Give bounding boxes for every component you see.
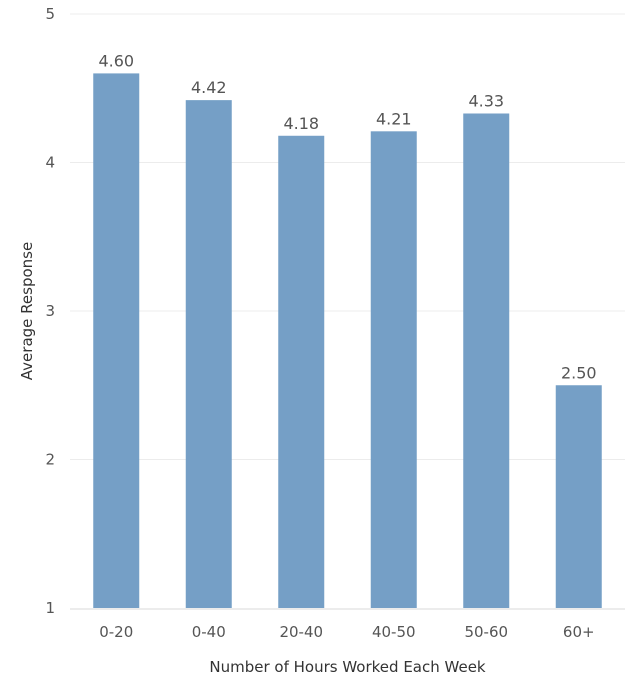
x-tick-label: 40-50 bbox=[372, 623, 416, 641]
data-label: 4.60 bbox=[98, 51, 134, 70]
data-labels: 4.60 4.42 4.18 4.21 4.33 2.50 bbox=[98, 51, 596, 382]
y-axis-ticks: 1 2 3 4 5 bbox=[45, 5, 55, 617]
x-tick-label: 50-60 bbox=[464, 623, 508, 641]
x-tick-label: 0-20 bbox=[99, 623, 133, 641]
y-tick-label: 5 bbox=[45, 5, 55, 23]
bars bbox=[93, 73, 602, 609]
data-label: 4.33 bbox=[468, 91, 504, 110]
data-label: 4.18 bbox=[283, 114, 319, 133]
data-label: 2.50 bbox=[561, 363, 597, 382]
y-tick-label: 3 bbox=[45, 302, 55, 320]
data-label: 4.21 bbox=[376, 109, 412, 128]
x-tick-label: 20-40 bbox=[279, 623, 323, 641]
y-tick-label: 1 bbox=[45, 599, 55, 617]
data-label: 4.42 bbox=[191, 78, 227, 97]
y-axis-title: Average Response bbox=[18, 242, 36, 380]
x-tick-label: 60+ bbox=[563, 623, 595, 641]
bar bbox=[93, 73, 140, 608]
bar bbox=[185, 100, 232, 608]
gridlines bbox=[70, 13, 625, 460]
x-axis-ticks: 0-20 0-40 20-40 40-50 50-60 60+ bbox=[99, 623, 594, 641]
x-tick-label: 0-40 bbox=[192, 623, 226, 641]
bar bbox=[278, 135, 325, 608]
x-axis-title: Number of Hours Worked Each Week bbox=[209, 658, 486, 676]
y-tick-label: 4 bbox=[45, 154, 55, 172]
bar bbox=[370, 131, 417, 608]
y-tick-label: 2 bbox=[45, 451, 55, 469]
bar bbox=[555, 385, 602, 608]
bar bbox=[463, 113, 510, 609]
